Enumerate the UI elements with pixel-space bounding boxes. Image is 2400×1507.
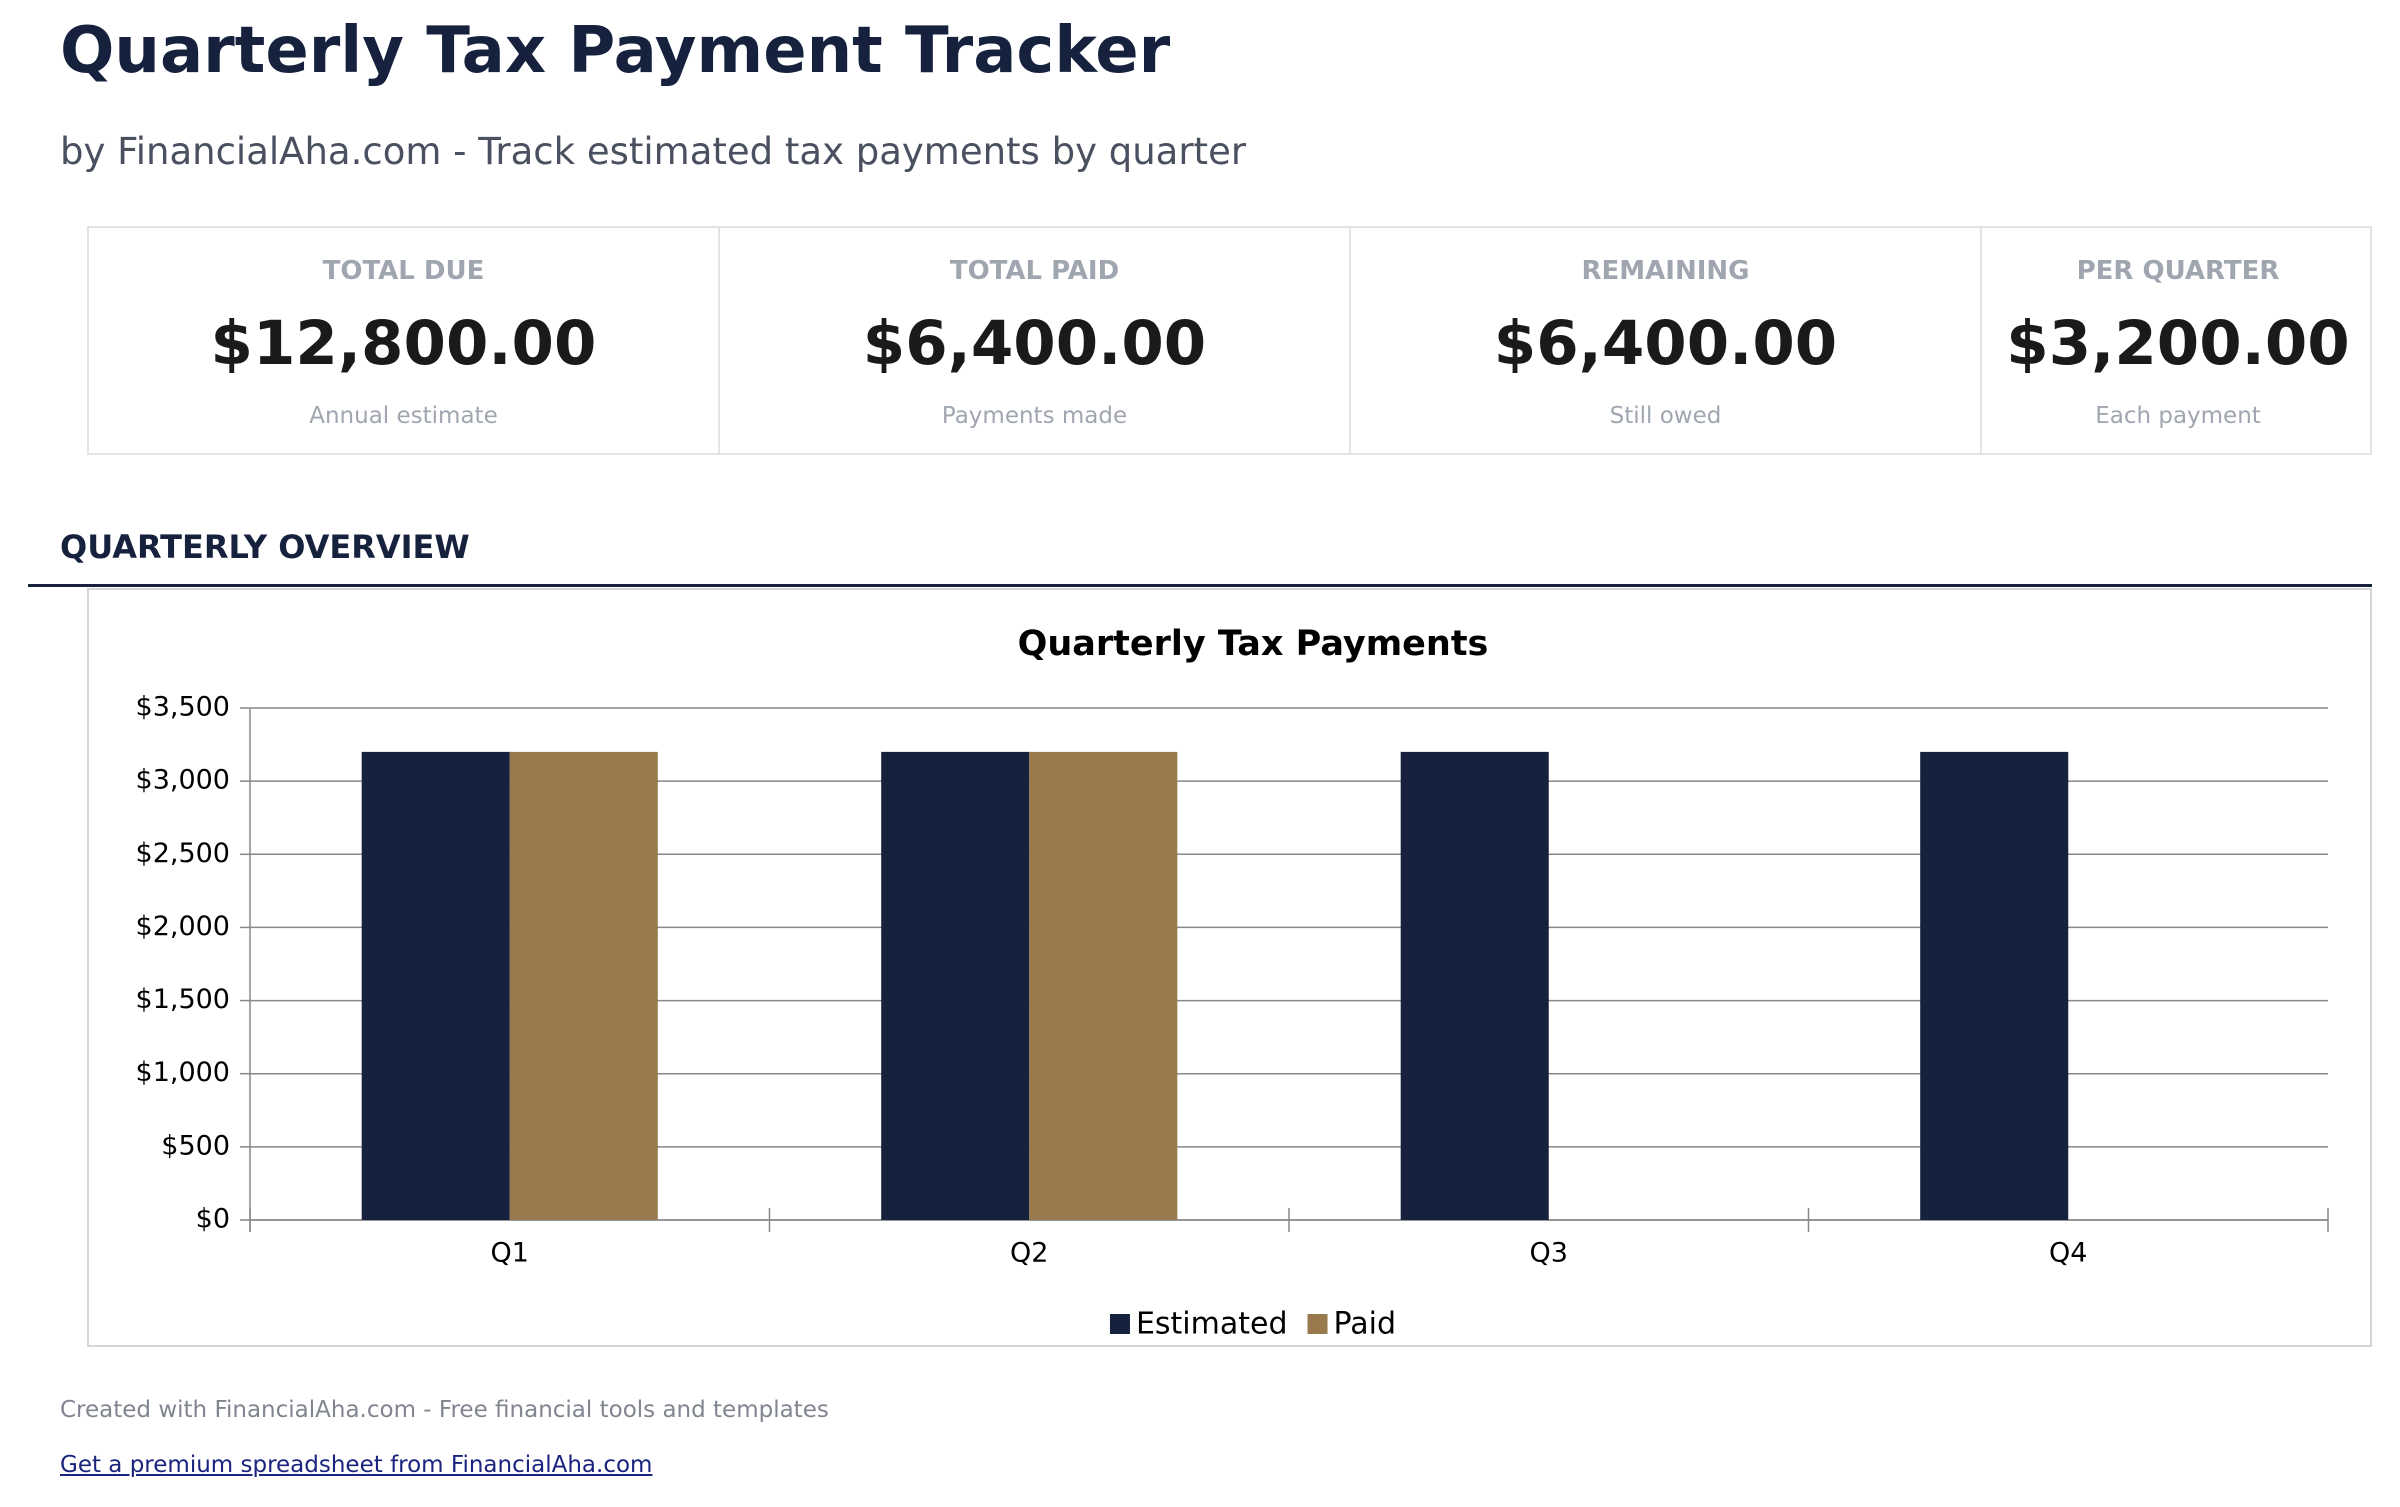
y-tick-label: $2,500 — [136, 838, 230, 869]
bar — [1400, 751, 1549, 1220]
summary-card: REMAINING $6,400.00 Still owed — [1351, 228, 1982, 453]
x-tick-label: Q1 — [491, 1238, 529, 1269]
card-label: TOTAL DUE — [322, 256, 485, 286]
chart-title: Quarterly Tax Payments — [1018, 624, 1489, 664]
chart: Quarterly Tax Payments $0 $500 $1,000 $1,500… — [136, 624, 2329, 1342]
y-tick-label: $500 — [161, 1130, 230, 1161]
card-note: Still owed — [1609, 403, 1722, 429]
legend-label: Paid — [1334, 1307, 1397, 1342]
summary-cards: TOTAL DUE $12,800.00 Annual estimate TOTAL … — [87, 226, 2372, 455]
card-value: $6,400.00 — [1493, 308, 1838, 379]
bar — [1029, 751, 1178, 1220]
chart-container: Quarterly Tax Payments $0 $500 $1,000 $1,500… — [87, 588, 2372, 1347]
card-value: $12,800.00 — [210, 308, 597, 379]
x-tick-label: Q2 — [1010, 1238, 1048, 1269]
card-note: Annual estimate — [309, 403, 498, 429]
section-rule — [28, 584, 2372, 587]
summary-card: TOTAL DUE $12,800.00 Annual estimate — [89, 228, 720, 453]
x-tick-label: Q4 — [2049, 1238, 2087, 1269]
y-tick-label: $2,000 — [136, 911, 230, 942]
page-subtitle: by FinancialAha.com - Track estimated ta… — [60, 130, 1247, 173]
y-tick-label: $3,000 — [136, 765, 230, 796]
footer-link[interactable]: Get a premium spreadsheet from Financial… — [60, 1452, 653, 1478]
section-title: QUARTERLY OVERVIEW — [60, 528, 470, 566]
summary-card: PER QUARTER $3,200.00 Each payment — [1982, 228, 2370, 453]
bar — [881, 751, 1030, 1220]
bar — [361, 751, 510, 1220]
y-tick-label: $1,500 — [136, 984, 230, 1015]
legend-label: Estimated — [1136, 1307, 1288, 1342]
page-title: Quarterly Tax Payment Tracker — [60, 14, 1171, 88]
y-tick-label: $0 — [196, 1204, 230, 1235]
card-label: TOTAL PAID — [949, 256, 1120, 286]
card-label: PER QUARTER — [2076, 256, 2280, 286]
x-tick-label: Q3 — [1530, 1238, 1568, 1269]
footer-text: Created with FinancialAha.com - Free fin… — [60, 1397, 829, 1423]
card-note: Each payment — [2095, 403, 2261, 429]
card-value: $6,400.00 — [862, 308, 1207, 379]
card-label: REMAINING — [1581, 256, 1750, 286]
y-tick-label: $3,500 — [136, 692, 230, 723]
legend-swatch — [1307, 1314, 1328, 1334]
bar — [1920, 751, 2069, 1220]
bar — [509, 751, 658, 1220]
summary-card: TOTAL PAID $6,400.00 Payments made — [720, 228, 1351, 453]
legend-swatch — [1109, 1314, 1130, 1334]
card-value: $3,200.00 — [2006, 308, 2350, 379]
card-note: Payments made — [941, 403, 1128, 429]
y-tick-label: $1,000 — [136, 1057, 230, 1088]
